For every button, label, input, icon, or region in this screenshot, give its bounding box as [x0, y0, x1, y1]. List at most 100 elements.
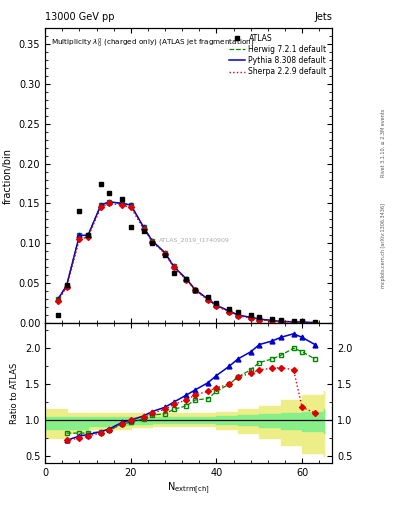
- Sherpa 2.2.9 default: [150, 239, 154, 245]
- Herwig 7.2.1 default: [257, 316, 262, 322]
- Sherpa 2.2.9 default: [120, 202, 125, 208]
- ATLAS: [120, 197, 125, 203]
- Text: Jets: Jets: [314, 12, 332, 22]
- Text: Rivet 3.1.10, ≥ 2.3M events: Rivet 3.1.10, ≥ 2.3M events: [381, 109, 386, 178]
- ATLAS: [214, 300, 219, 306]
- Y-axis label: fraction/bin: fraction/bin: [3, 147, 13, 204]
- ATLAS: [270, 316, 274, 322]
- ATLAS: [206, 294, 210, 301]
- Pythia 8.308 default: [270, 317, 274, 324]
- ATLAS: [300, 318, 305, 325]
- Pythia 8.308 default: [300, 319, 305, 325]
- Herwig 7.2.1 default: [248, 314, 253, 321]
- Pythia 8.308 default: [64, 283, 69, 289]
- Herwig 7.2.1 default: [56, 296, 61, 302]
- ATLAS: [291, 317, 296, 324]
- Herwig 7.2.1 default: [171, 263, 176, 269]
- Sherpa 2.2.9 default: [129, 204, 133, 210]
- Herwig 7.2.1 default: [291, 318, 296, 325]
- Pythia 8.308 default: [184, 276, 189, 282]
- Pythia 8.308 default: [248, 314, 253, 321]
- Legend: ATLAS, Herwig 7.2.1 default, Pythia 8.308 default, Sherpa 2.2.9 default: ATLAS, Herwig 7.2.1 default, Pythia 8.30…: [227, 32, 328, 78]
- X-axis label: N$_{\mathregular{extrm[ch]}}$: N$_{\mathregular{extrm[ch]}}$: [167, 480, 210, 496]
- Herwig 7.2.1 default: [300, 319, 305, 325]
- Sherpa 2.2.9 default: [257, 317, 262, 323]
- Pythia 8.308 default: [129, 202, 133, 208]
- ATLAS: [193, 286, 197, 292]
- Sherpa 2.2.9 default: [77, 236, 82, 242]
- Herwig 7.2.1 default: [99, 202, 103, 208]
- Sherpa 2.2.9 default: [193, 287, 197, 293]
- Herwig 7.2.1 default: [141, 224, 146, 230]
- ATLAS: [171, 270, 176, 276]
- Herwig 7.2.1 default: [214, 303, 219, 309]
- Sherpa 2.2.9 default: [206, 297, 210, 303]
- Herwig 7.2.1 default: [107, 199, 112, 205]
- Text: Multiplicity $\lambda_0^0$ (charged only) (ATLAS jet fragmentation): Multiplicity $\lambda_0^0$ (charged only…: [51, 37, 254, 50]
- Herwig 7.2.1 default: [184, 276, 189, 282]
- Sherpa 2.2.9 default: [214, 303, 219, 309]
- Sherpa 2.2.9 default: [86, 234, 90, 240]
- Herwig 7.2.1 default: [206, 296, 210, 302]
- Sherpa 2.2.9 default: [56, 297, 61, 304]
- Sherpa 2.2.9 default: [248, 315, 253, 321]
- Sherpa 2.2.9 default: [270, 318, 274, 324]
- Herwig 7.2.1 default: [64, 283, 69, 289]
- Line: Sherpa 2.2.9 default: Sherpa 2.2.9 default: [58, 203, 315, 323]
- Herwig 7.2.1 default: [227, 308, 232, 314]
- Line: Pythia 8.308 default: Pythia 8.308 default: [58, 202, 315, 323]
- Pythia 8.308 default: [257, 316, 262, 322]
- Pythia 8.308 default: [141, 224, 146, 230]
- Sherpa 2.2.9 default: [141, 226, 146, 232]
- ATLAS: [235, 309, 240, 315]
- Pythia 8.308 default: [193, 286, 197, 292]
- ATLAS: [227, 306, 232, 312]
- ATLAS: [141, 228, 146, 234]
- Pythia 8.308 default: [227, 308, 232, 314]
- Herwig 7.2.1 default: [193, 286, 197, 292]
- Sherpa 2.2.9 default: [312, 319, 317, 326]
- Pythia 8.308 default: [278, 318, 283, 325]
- Pythia 8.308 default: [235, 312, 240, 318]
- Herwig 7.2.1 default: [120, 200, 125, 206]
- Pythia 8.308 default: [107, 199, 112, 205]
- ATLAS: [248, 312, 253, 318]
- ATLAS: [129, 224, 133, 230]
- ATLAS: [99, 180, 103, 186]
- Pythia 8.308 default: [120, 200, 125, 206]
- Sherpa 2.2.9 default: [171, 264, 176, 270]
- Herwig 7.2.1 default: [270, 317, 274, 324]
- Pythia 8.308 default: [206, 296, 210, 302]
- Pythia 8.308 default: [86, 232, 90, 239]
- Sherpa 2.2.9 default: [235, 313, 240, 319]
- Pythia 8.308 default: [312, 319, 317, 326]
- ATLAS: [278, 317, 283, 323]
- Pythia 8.308 default: [56, 296, 61, 302]
- Herwig 7.2.1 default: [129, 202, 133, 208]
- Sherpa 2.2.9 default: [99, 204, 103, 210]
- Y-axis label: Ratio to ATLAS: Ratio to ATLAS: [10, 362, 19, 424]
- ATLAS: [107, 190, 112, 196]
- Sherpa 2.2.9 default: [227, 309, 232, 315]
- ATLAS: [56, 312, 61, 318]
- ATLAS: [64, 282, 69, 288]
- ATLAS: [86, 232, 90, 239]
- Line: ATLAS: ATLAS: [56, 181, 318, 325]
- Herwig 7.2.1 default: [235, 312, 240, 318]
- Pythia 8.308 default: [77, 232, 82, 239]
- Sherpa 2.2.9 default: [163, 250, 167, 257]
- ATLAS: [77, 208, 82, 215]
- Line: Herwig 7.2.1 default: Herwig 7.2.1 default: [58, 202, 315, 323]
- Pythia 8.308 default: [291, 318, 296, 325]
- Text: mcplots.cern.ch [arXiv:1306.3436]: mcplots.cern.ch [arXiv:1306.3436]: [381, 203, 386, 288]
- Herwig 7.2.1 default: [77, 232, 82, 239]
- Pythia 8.308 default: [171, 263, 176, 269]
- Pythia 8.308 default: [99, 202, 103, 208]
- Herwig 7.2.1 default: [150, 238, 154, 244]
- Text: 13000 GeV pp: 13000 GeV pp: [45, 12, 115, 22]
- Pythia 8.308 default: [163, 250, 167, 256]
- Sherpa 2.2.9 default: [278, 318, 283, 325]
- ATLAS: [312, 319, 317, 325]
- Herwig 7.2.1 default: [163, 250, 167, 256]
- Text: ATLAS_2019_I1740909: ATLAS_2019_I1740909: [159, 238, 230, 243]
